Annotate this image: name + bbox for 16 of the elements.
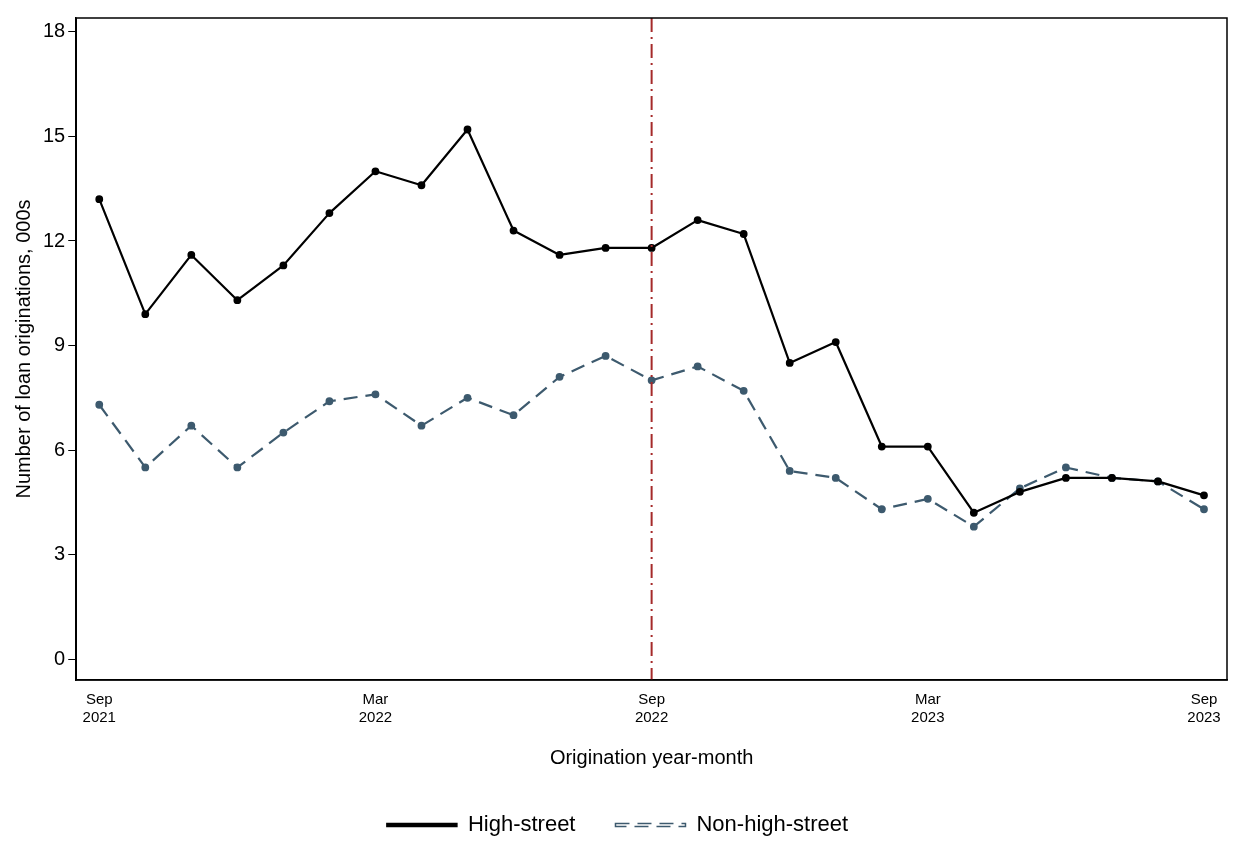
x-tick-label: Sep 2023 xyxy=(1187,690,1221,726)
y-tick-label: 12 xyxy=(43,228,66,251)
x-tick-label: Mar 2022 xyxy=(358,690,393,726)
y-tick-label: 3 xyxy=(54,542,66,565)
x-tick-label: Mar 2023 xyxy=(911,690,945,726)
x-tick-label: Sep 2021 xyxy=(82,690,116,726)
y-axis-title: Number of loan originations, 000s xyxy=(11,199,34,499)
x-axis-title: Origination year-month xyxy=(549,745,754,768)
y-tick-label: 18 xyxy=(43,19,66,42)
y-tick-label: 9 xyxy=(54,333,66,356)
legend-label: High-street xyxy=(467,811,576,837)
x-tick-label: Sep 2022 xyxy=(634,690,669,726)
legend-label: Non-high-street xyxy=(696,811,849,837)
y-tick-label: 6 xyxy=(54,437,66,460)
y-tick-label: 15 xyxy=(43,123,66,146)
y-tick-label: 0 xyxy=(54,646,66,669)
